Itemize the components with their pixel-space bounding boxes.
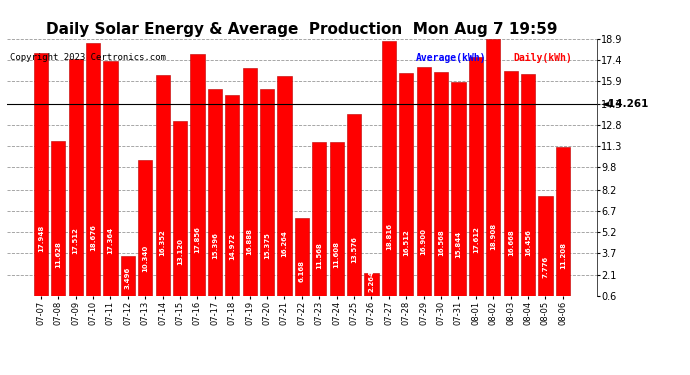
Bar	[555, 147, 570, 296]
Bar	[330, 142, 344, 296]
Text: 18.816: 18.816	[386, 223, 392, 250]
Text: 16.568: 16.568	[438, 229, 444, 256]
Text: 16.888: 16.888	[246, 228, 253, 255]
Bar	[190, 54, 205, 296]
Text: 6.168: 6.168	[299, 260, 305, 282]
Bar	[121, 256, 135, 296]
Text: 15.375: 15.375	[264, 232, 270, 259]
Text: 3.496: 3.496	[125, 267, 131, 289]
Bar	[451, 82, 466, 296]
Bar	[382, 40, 396, 296]
Bar	[538, 195, 553, 296]
Text: 17.948: 17.948	[38, 225, 44, 252]
Bar	[277, 76, 292, 296]
Bar	[104, 61, 117, 296]
Bar	[225, 94, 239, 296]
Text: 16.456: 16.456	[525, 230, 531, 256]
Text: 18.908: 18.908	[491, 223, 496, 250]
Bar	[243, 68, 257, 296]
Text: 18.676: 18.676	[90, 224, 96, 251]
Bar	[260, 89, 274, 296]
Text: 16.264: 16.264	[282, 230, 288, 256]
Bar	[155, 75, 170, 296]
Text: 10.340: 10.340	[142, 244, 148, 272]
Bar	[138, 159, 152, 296]
Bar	[173, 120, 187, 296]
Text: 16.352: 16.352	[159, 230, 166, 256]
Text: ◄14.261: ◄14.261	[601, 99, 649, 109]
Text: Copyright 2023 Certronics.com: Copyright 2023 Certronics.com	[10, 53, 166, 62]
Bar	[521, 74, 535, 296]
Bar	[504, 71, 518, 296]
Text: 16.512: 16.512	[403, 229, 409, 256]
Text: 16.900: 16.900	[421, 228, 426, 255]
Text: 13.576: 13.576	[351, 237, 357, 264]
Bar	[347, 114, 361, 296]
Bar	[486, 39, 500, 296]
Bar	[364, 273, 379, 296]
Text: 15.396: 15.396	[212, 232, 218, 259]
Text: 15.844: 15.844	[455, 231, 462, 258]
Text: 14.972: 14.972	[229, 233, 235, 260]
Text: 2.264: 2.264	[368, 270, 375, 292]
Text: 7.776: 7.776	[542, 256, 549, 278]
Bar	[434, 72, 448, 296]
Text: 11.208: 11.208	[560, 243, 566, 270]
Bar	[312, 142, 326, 296]
Bar	[86, 42, 100, 296]
Bar	[417, 68, 431, 296]
Text: 11.568: 11.568	[316, 242, 322, 268]
Title: Daily Solar Energy & Average  Production  Mon Aug 7 19:59: Daily Solar Energy & Average Production …	[46, 22, 558, 37]
Text: 11.628: 11.628	[55, 242, 61, 268]
Text: 17.612: 17.612	[473, 226, 479, 253]
Text: Average(kWh): Average(kWh)	[416, 53, 486, 63]
Bar	[469, 57, 483, 296]
Text: 16.668: 16.668	[508, 229, 513, 256]
Bar	[208, 88, 222, 296]
Text: 17.512: 17.512	[72, 226, 79, 254]
Text: Daily(kWh): Daily(kWh)	[513, 53, 572, 63]
Text: 17.856: 17.856	[195, 226, 201, 253]
Bar	[51, 141, 66, 296]
Bar	[399, 73, 413, 296]
Text: 17.364: 17.364	[108, 227, 113, 254]
Bar	[295, 218, 309, 296]
Text: 11.608: 11.608	[334, 242, 339, 268]
Bar	[68, 59, 83, 296]
Text: 13.120: 13.120	[177, 238, 183, 265]
Bar	[34, 53, 48, 296]
